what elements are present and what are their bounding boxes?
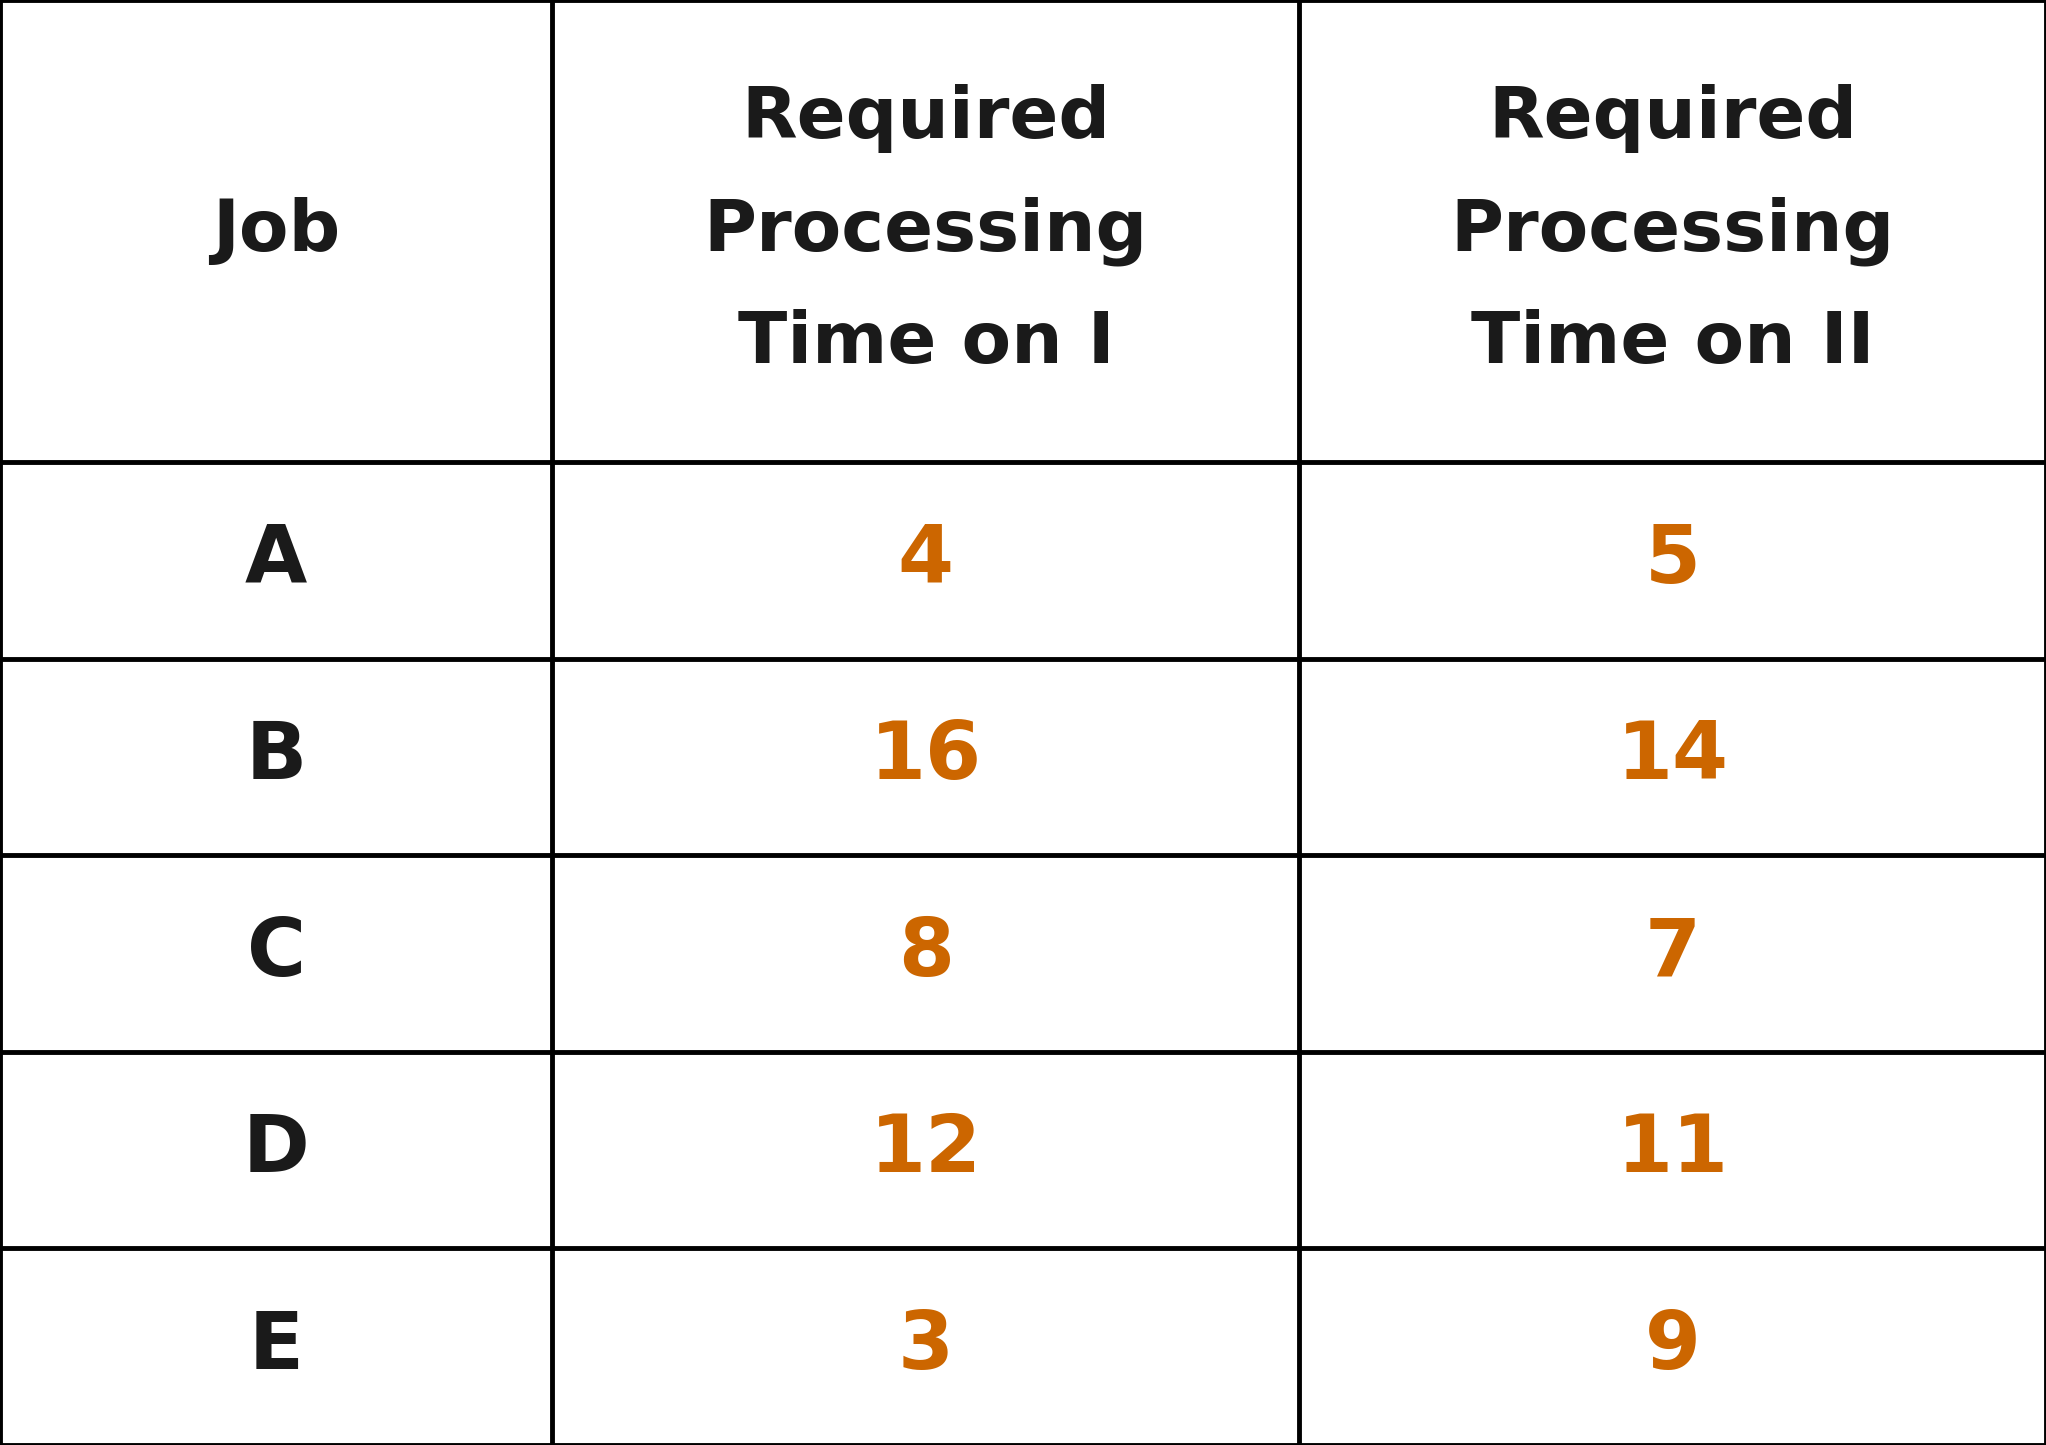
Text: 4: 4: [898, 522, 953, 600]
Text: 9: 9: [1645, 1308, 1700, 1386]
Text: 11: 11: [1616, 1111, 1729, 1189]
Text: D: D: [243, 1111, 309, 1189]
Text: Required
Processing
Time on I: Required Processing Time on I: [704, 84, 1148, 379]
Text: Job: Job: [213, 197, 340, 266]
Text: 8: 8: [898, 915, 953, 993]
Text: 3: 3: [898, 1308, 953, 1386]
Text: 12: 12: [870, 1111, 982, 1189]
Text: A: A: [246, 522, 307, 600]
Text: 7: 7: [1645, 915, 1700, 993]
Text: B: B: [246, 718, 307, 796]
Text: C: C: [248, 915, 305, 993]
Text: 14: 14: [1616, 718, 1729, 796]
Text: 5: 5: [1645, 522, 1700, 600]
Text: Required
Processing
Time on II: Required Processing Time on II: [1451, 84, 1895, 379]
Text: E: E: [250, 1308, 303, 1386]
Text: 16: 16: [870, 718, 982, 796]
